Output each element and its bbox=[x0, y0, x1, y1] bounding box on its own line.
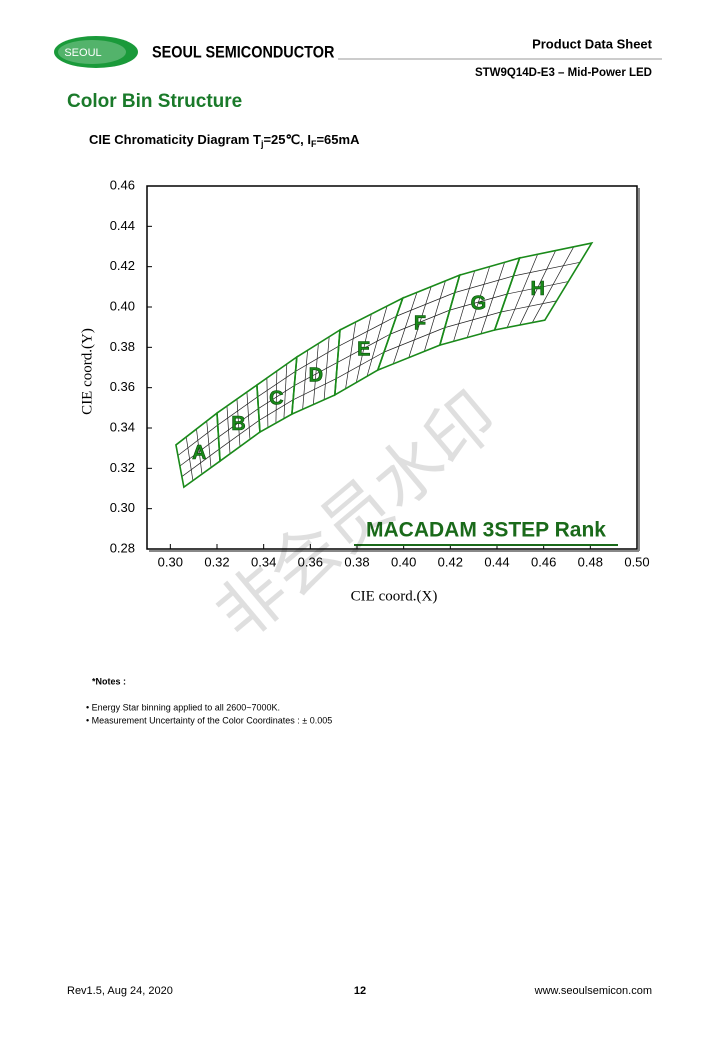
bin-label: D bbox=[309, 364, 323, 386]
x-axis-label: CIE coord.(X) bbox=[351, 588, 438, 604]
note: • Energy Star binning applied to all 260… bbox=[86, 702, 280, 712]
logo-highlight bbox=[58, 40, 126, 64]
bin-hatch bbox=[383, 327, 445, 353]
annotation: MACADAM 3STEP Rank bbox=[366, 519, 606, 542]
chart-title: CIE Chromaticity Diagram Tj=25℃, IF=65mA bbox=[89, 132, 360, 149]
y-tick-label: 0.30 bbox=[110, 500, 135, 515]
title-part: =25℃, I bbox=[263, 132, 311, 147]
title-part: =65mA bbox=[316, 132, 360, 147]
y-axis-label: CIE coord.(Y) bbox=[79, 328, 95, 415]
bin-hatch bbox=[181, 448, 220, 477]
x-tick-label: 0.34 bbox=[251, 554, 276, 569]
x-tick-label: 0.48 bbox=[578, 554, 603, 569]
bin-hatch bbox=[258, 399, 294, 421]
bin-label: G bbox=[471, 292, 487, 314]
y-tick-label: 0.40 bbox=[110, 298, 135, 313]
x-tick-label: 0.44 bbox=[484, 554, 509, 569]
note: • Measurement Uncertainty of the Color C… bbox=[86, 715, 332, 725]
bin-hatch bbox=[507, 281, 569, 295]
bin-label: A bbox=[192, 442, 206, 464]
bin-hatch bbox=[219, 420, 260, 450]
x-tick-label: 0.36 bbox=[298, 554, 323, 569]
doc-type: Product Data Sheet bbox=[532, 36, 653, 51]
logo-text: SEOUL bbox=[64, 47, 101, 59]
bin-hatch bbox=[246, 392, 251, 440]
plot-frame bbox=[146, 185, 638, 550]
bin-hatch bbox=[444, 311, 502, 328]
bin-hatch bbox=[335, 351, 385, 379]
bin-hatch bbox=[449, 293, 508, 311]
x-tick-label: 0.30 bbox=[158, 554, 183, 569]
section-title: Color Bin Structure bbox=[67, 91, 242, 112]
bin-label: B bbox=[231, 413, 245, 435]
bin-hatch bbox=[206, 421, 212, 468]
bin-hatch bbox=[283, 364, 288, 419]
company-name: SEOUL SEMICONDUCTOR bbox=[152, 43, 335, 61]
x-tick-label: 0.46 bbox=[531, 554, 556, 569]
bin-label: F bbox=[414, 312, 426, 334]
bin-label: C bbox=[269, 387, 283, 409]
y-tick-label: 0.28 bbox=[110, 540, 135, 555]
bin-hatch bbox=[218, 408, 259, 438]
y-tick-label: 0.34 bbox=[110, 419, 135, 434]
bin-hatch bbox=[292, 378, 337, 401]
notes-title: *Notes : bbox=[92, 676, 126, 686]
x-tick-label: 0.42 bbox=[438, 554, 463, 569]
bin-hatch bbox=[323, 336, 330, 400]
bin-hatch bbox=[500, 300, 557, 313]
bin-hatch bbox=[531, 246, 575, 323]
footer-page: 12 bbox=[354, 985, 366, 997]
y-tick-label: 0.46 bbox=[110, 177, 135, 192]
title-subscript: F bbox=[311, 139, 317, 149]
bin-label: H bbox=[530, 278, 544, 300]
y-tick-label: 0.42 bbox=[110, 258, 135, 273]
bin-hatch bbox=[480, 262, 505, 334]
bin-hatch bbox=[390, 309, 450, 335]
x-tick-label: 0.50 bbox=[624, 554, 649, 569]
x-tick-label: 0.32 bbox=[204, 554, 229, 569]
y-tick-label: 0.36 bbox=[110, 379, 135, 394]
bin-hatch bbox=[423, 280, 446, 352]
bin-hatch bbox=[366, 305, 388, 377]
bin-region bbox=[493, 241, 594, 332]
y-tick-label: 0.38 bbox=[110, 339, 135, 354]
bin-hatch bbox=[337, 333, 391, 363]
footer-website: www.seoulsemicon.com bbox=[534, 985, 652, 997]
chart: 0.30 0.32 0.34 0.36 0.38 0.40 0.42 0.44 0.46 0.48… bbox=[79, 177, 649, 604]
footer-revision: Rev1.5, Aug 24, 2020 bbox=[67, 985, 173, 997]
y-tick-label: 0.44 bbox=[110, 218, 135, 233]
y-tick-label: 0.32 bbox=[110, 460, 135, 475]
product-name: STW9Q14D-E3 – Mid-Power LED bbox=[475, 67, 652, 79]
bin-hatch bbox=[294, 362, 338, 386]
x-tick-label: 0.38 bbox=[344, 554, 369, 569]
bin-hatch bbox=[258, 385, 295, 409]
logo-oval bbox=[54, 36, 138, 68]
x-tick-label: 0.40 bbox=[391, 554, 416, 569]
title-subscript: j bbox=[260, 139, 264, 149]
title-part: CIE Chromaticity Diagram T bbox=[89, 132, 261, 147]
bin-label: E bbox=[357, 339, 370, 361]
bin-hatch bbox=[179, 436, 219, 467]
